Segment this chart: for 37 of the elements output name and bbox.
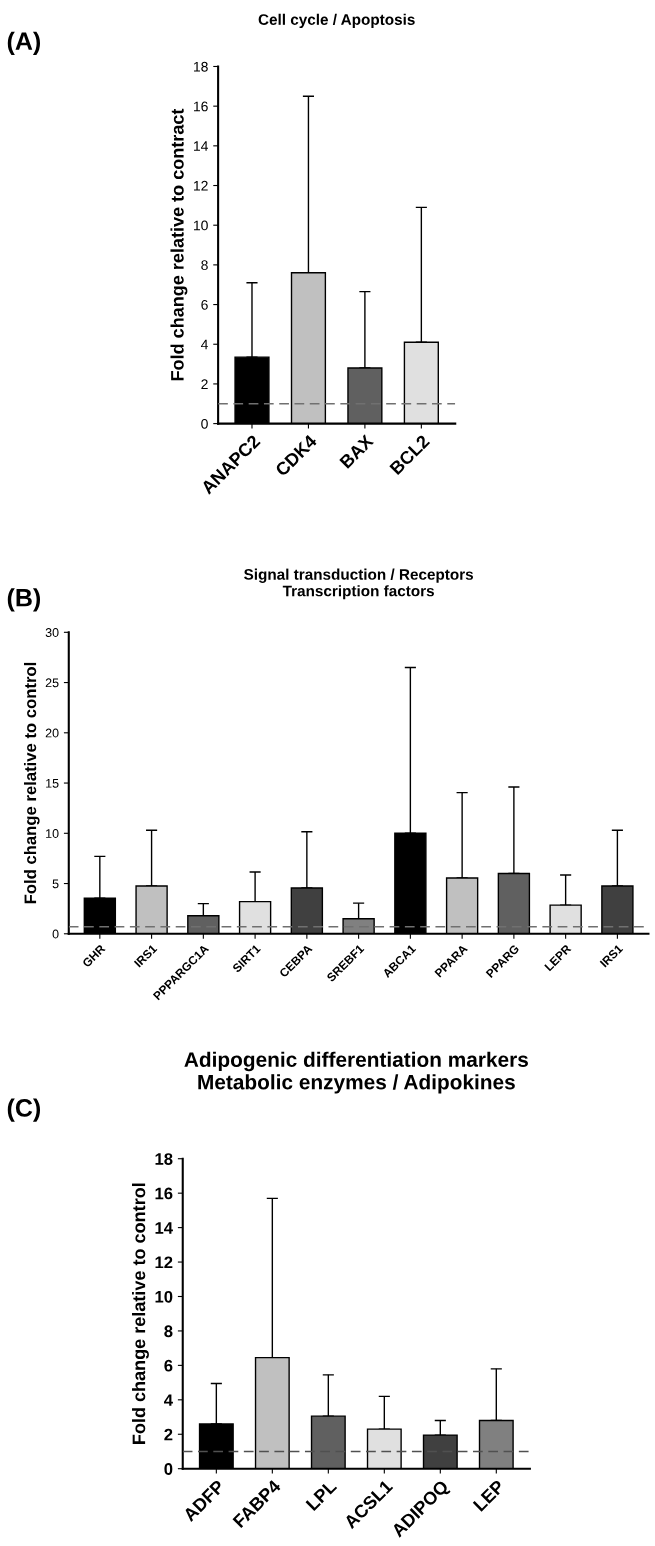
y-tick-label: 10 — [46, 829, 59, 838]
text: (B) — [7, 588, 41, 612]
y-tick-label: 4 — [164, 1394, 173, 1406]
x-tick-label: LPL — [305, 1479, 338, 1511]
y-tick-label: 0 — [201, 418, 208, 429]
y-tick-label: 25 — [45, 678, 59, 688]
y-tick-label: 6 — [201, 299, 208, 310]
y-tick-label: 2 — [201, 379, 208, 389]
y-tick-label: 14 — [194, 141, 208, 151]
y-tick-label: 10 — [155, 1290, 173, 1303]
y-tick-label: 4 — [200, 339, 208, 350]
y-tick-label: 8 — [164, 1325, 173, 1338]
text: (A) — [7, 31, 41, 55]
y-tick-label: 18 — [155, 1153, 173, 1165]
y-tick-label: 16 — [155, 1187, 173, 1200]
y-tick-label: 12 — [194, 180, 208, 191]
y-tick-label: 15 — [46, 778, 59, 788]
text: (C) — [7, 1098, 41, 1122]
y-tick-label: 10 — [194, 220, 208, 231]
y-tick-label: 12 — [155, 1256, 173, 1269]
y-axis-title: Fold change relative to control — [132, 1183, 149, 1444]
chart-title: Adipogenic differentiation markers Metabolic enzymes / Adipokines — [184, 1051, 528, 1094]
y-axis-title: Fold change relative to contract — [170, 108, 188, 381]
y-tick-label: 2 — [164, 1428, 173, 1441]
y-tick-label: 8 — [201, 260, 208, 271]
chart-title: Cell cycle / Apoptosis — [258, 13, 415, 28]
y-tick-label: 0 — [52, 929, 59, 939]
y-tick-label: 20 — [45, 728, 59, 738]
y-tick-label: 16 — [194, 101, 208, 112]
y-tick-label: 30 — [45, 628, 59, 637]
y-axis-title: Fold change relative to control — [23, 662, 40, 904]
y-tick-label: 5 — [52, 879, 59, 889]
y-tick-label: 0 — [164, 1463, 173, 1475]
y-tick-label: 18 — [194, 61, 208, 72]
y-tick-label: 14 — [155, 1222, 173, 1234]
y-tick-label: 6 — [164, 1359, 173, 1372]
chart-title: Signal transduction / Receptors Transcription factors — [244, 568, 474, 600]
